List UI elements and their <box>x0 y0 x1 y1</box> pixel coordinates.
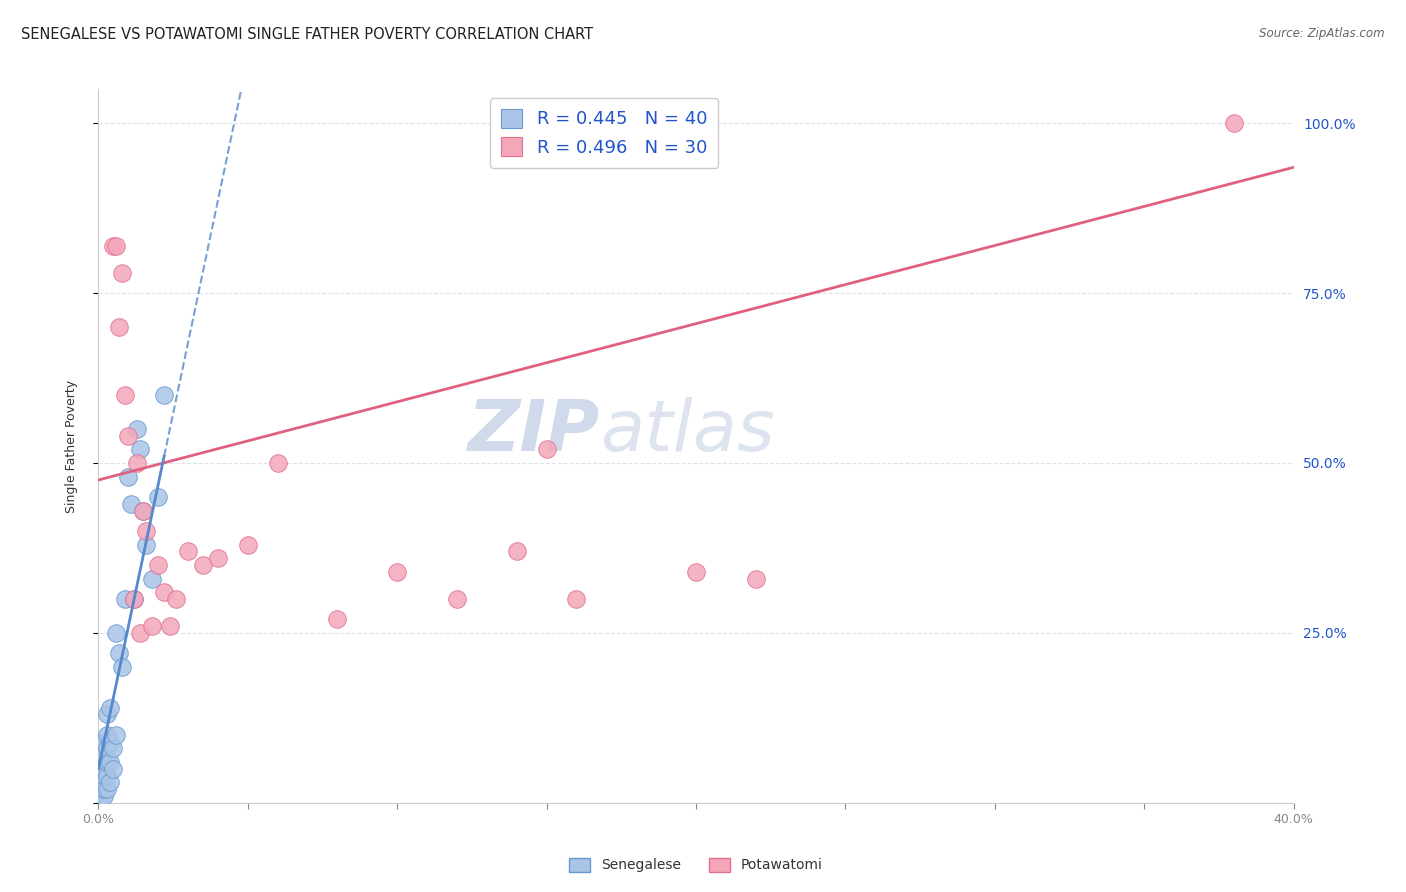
Point <box>93 734 115 748</box>
Point <box>114 388 136 402</box>
Point <box>100 775 122 789</box>
Point <box>100 700 122 714</box>
Point <box>165 591 187 606</box>
Point <box>90 769 112 783</box>
Point <box>1223 116 1246 130</box>
Point <box>129 626 152 640</box>
Point <box>96 707 118 722</box>
Point <box>565 591 588 606</box>
Point <box>93 748 115 763</box>
Point <box>96 755 118 769</box>
Point <box>93 775 115 789</box>
Point <box>90 762 112 776</box>
Point <box>177 544 200 558</box>
Point <box>105 238 128 252</box>
Point <box>127 422 149 436</box>
Point <box>191 558 214 572</box>
Point <box>141 572 163 586</box>
Point <box>148 490 170 504</box>
Point <box>159 619 181 633</box>
Legend: Senegalese, Potawatomi: Senegalese, Potawatomi <box>564 852 828 878</box>
Point <box>117 429 139 443</box>
Point <box>103 762 125 776</box>
Point <box>117 469 139 483</box>
Point <box>536 442 558 457</box>
Point <box>96 769 118 783</box>
Point <box>326 612 349 626</box>
Point <box>148 558 170 572</box>
Point <box>114 591 136 606</box>
Point <box>153 585 176 599</box>
Point <box>127 456 149 470</box>
Point <box>267 456 290 470</box>
Point <box>100 755 122 769</box>
Point <box>141 619 163 633</box>
Point <box>124 591 146 606</box>
Point <box>685 565 707 579</box>
Point <box>93 789 115 803</box>
Point <box>90 755 112 769</box>
Text: SENEGALESE VS POTAWATOMI SINGLE FATHER POVERTY CORRELATION CHART: SENEGALESE VS POTAWATOMI SINGLE FATHER P… <box>21 27 593 42</box>
Point <box>100 734 122 748</box>
Text: ZIP: ZIP <box>468 397 600 467</box>
Point <box>132 503 155 517</box>
Point <box>90 782 112 797</box>
Point <box>105 626 128 640</box>
Point <box>236 537 259 551</box>
Point <box>385 565 409 579</box>
Point <box>96 782 118 797</box>
Text: atlas: atlas <box>600 397 775 467</box>
Point <box>103 741 125 756</box>
Point <box>135 524 157 538</box>
Point <box>506 544 529 558</box>
Point <box>93 782 115 797</box>
Point <box>129 442 152 457</box>
Point <box>111 660 134 674</box>
Point <box>90 775 112 789</box>
Point <box>96 728 118 742</box>
Point <box>96 741 118 756</box>
Point <box>111 266 134 280</box>
Point <box>120 497 142 511</box>
Text: Source: ZipAtlas.com: Source: ZipAtlas.com <box>1260 27 1385 40</box>
Point <box>132 503 155 517</box>
Point <box>93 769 115 783</box>
Point <box>135 537 157 551</box>
Point <box>108 646 131 660</box>
Point <box>124 591 146 606</box>
Point <box>108 320 131 334</box>
Point <box>93 762 115 776</box>
Point <box>207 551 229 566</box>
Y-axis label: Single Father Poverty: Single Father Poverty <box>65 379 77 513</box>
Point <box>90 789 112 803</box>
Point <box>105 728 128 742</box>
Point <box>153 388 176 402</box>
Point <box>745 572 768 586</box>
Point <box>446 591 468 606</box>
Point <box>103 238 125 252</box>
